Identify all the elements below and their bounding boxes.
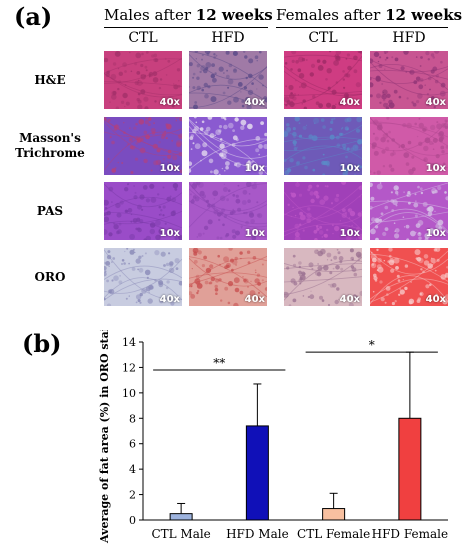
category-label: HFD Male bbox=[226, 527, 289, 541]
magnification-label: 40x bbox=[339, 294, 360, 305]
column-header-hfd-male: HFD bbox=[211, 30, 245, 46]
micrograph-he-ctl-male: 40x bbox=[104, 51, 182, 109]
micrograph-masson-trichrome-ctl-female: 10x bbox=[284, 117, 362, 175]
group-title-males-bold: 12 weeks bbox=[195, 6, 273, 24]
bar-hfd-female bbox=[398, 417, 422, 521]
micrograph-oro-ctl-female: 40x bbox=[284, 248, 362, 306]
group-divider-females bbox=[276, 27, 448, 28]
y-tick-label: 4 bbox=[129, 463, 136, 476]
magnification-label: 40x bbox=[425, 97, 446, 108]
row-label-pas: PAS bbox=[0, 204, 100, 219]
group-title-females: Females after 12 weeks bbox=[276, 6, 462, 24]
row-label-line: H&E bbox=[34, 72, 66, 87]
y-axis-label: Average of fat area (%) in ORO stain bbox=[98, 330, 111, 544]
micrograph-he-hfd-female: 40x bbox=[370, 51, 448, 109]
group-title-females-prefix: Females after bbox=[276, 6, 386, 24]
y-tick-label: 2 bbox=[129, 489, 136, 502]
magnification-label: 10x bbox=[339, 163, 360, 174]
row-label-he: H&E bbox=[0, 73, 100, 88]
magnification-label: 10x bbox=[425, 228, 446, 239]
row-label-masson-trichrome: Masson's Trichrome bbox=[0, 131, 100, 161]
row-label-line: Masson's bbox=[19, 131, 81, 145]
micrograph-oro-hfd-male: 40x bbox=[189, 248, 267, 306]
column-header-ctl-female: CTL bbox=[308, 30, 338, 46]
micrograph-pas-hfd-male: 10x bbox=[189, 182, 267, 240]
row-label-line: PAS bbox=[36, 203, 64, 218]
group-title-males-prefix: Males after bbox=[104, 6, 196, 24]
y-tick-label: 12 bbox=[122, 361, 136, 374]
row-label-line: Trichrome bbox=[15, 146, 85, 160]
panel-a-label: (a) bbox=[14, 2, 53, 31]
magnification-label: 40x bbox=[244, 294, 265, 305]
panel-b-label: (b) bbox=[22, 330, 62, 358]
bar-ctl-male bbox=[169, 513, 193, 521]
magnification-label: 10x bbox=[159, 163, 180, 174]
significance-marker: ** bbox=[213, 356, 225, 370]
bar-hfd-male bbox=[245, 425, 269, 521]
magnification-label: 10x bbox=[425, 163, 446, 174]
magnification-label: 40x bbox=[159, 97, 180, 108]
row-label-oro: ORO bbox=[0, 270, 100, 285]
micrograph-masson-trichrome-hfd-male: 10x bbox=[189, 117, 267, 175]
micrograph-pas-ctl-male: 10x bbox=[104, 182, 182, 240]
y-tick-label: 10 bbox=[122, 387, 136, 400]
y-tick-label: 14 bbox=[122, 336, 136, 349]
fat-area-bar-chart: (b) 0 2 4 6 8 10 12 14 Average of fat area (%) in… bbox=[22, 330, 448, 544]
magnification-label: 40x bbox=[244, 97, 265, 108]
magnification-label: 10x bbox=[244, 228, 265, 239]
column-header-hfd-female: HFD bbox=[392, 30, 426, 46]
significance-marker: * bbox=[369, 338, 375, 352]
bar-ctl-female bbox=[322, 508, 346, 521]
micrograph-masson-trichrome-hfd-female: 10x bbox=[370, 117, 448, 175]
y-tick-label: 8 bbox=[129, 412, 136, 425]
category-label: CTL Male bbox=[151, 527, 210, 541]
group-divider-males bbox=[104, 27, 268, 28]
micrograph-oro-hfd-female: 40x bbox=[370, 248, 448, 306]
magnification-label: 10x bbox=[159, 228, 180, 239]
magnification-label: 10x bbox=[244, 163, 265, 174]
y-tick-label: 6 bbox=[129, 438, 136, 451]
category-label: HFD Female bbox=[372, 527, 448, 541]
group-title-males: Males after 12 weeks bbox=[104, 6, 273, 24]
magnification-label: 40x bbox=[159, 294, 180, 305]
y-tick-label: 0 bbox=[129, 514, 136, 527]
category-label: CTL Female bbox=[297, 527, 370, 541]
magnification-label: 40x bbox=[425, 294, 446, 305]
group-title-females-bold: 12 weeks bbox=[385, 6, 463, 24]
row-label-line: ORO bbox=[34, 269, 66, 284]
magnification-label: 40x bbox=[339, 97, 360, 108]
micrograph-he-ctl-female: 40x bbox=[284, 51, 362, 109]
micrograph-masson-trichrome-ctl-male: 10x bbox=[104, 117, 182, 175]
micrograph-he-hfd-male: 40x bbox=[189, 51, 267, 109]
magnification-label: 10x bbox=[339, 228, 360, 239]
micrograph-pas-hfd-female: 10x bbox=[370, 182, 448, 240]
column-header-ctl-male: CTL bbox=[128, 30, 158, 46]
micrograph-pas-ctl-female: 10x bbox=[284, 182, 362, 240]
micrograph-oro-ctl-male: 40x bbox=[104, 248, 182, 306]
